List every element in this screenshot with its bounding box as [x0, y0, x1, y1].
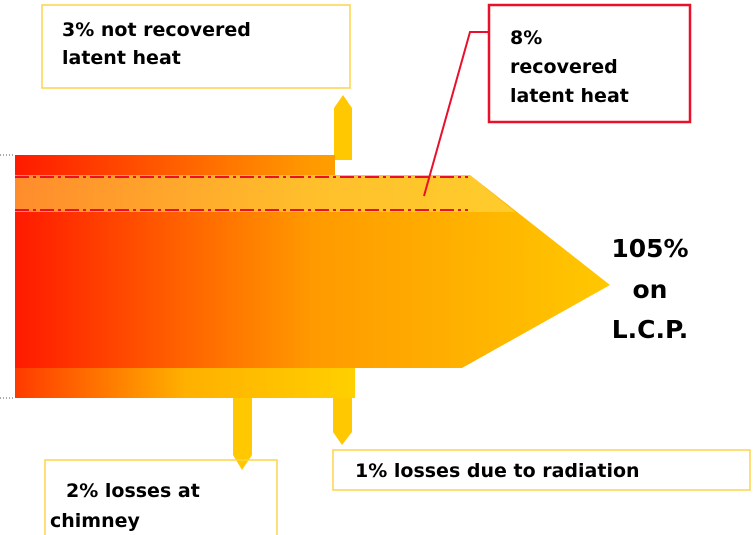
callout-line [423, 31, 490, 197]
output-label: 105% [611, 234, 688, 263]
label: chimney [50, 510, 141, 532]
label: 3% not recovered [62, 19, 251, 41]
box-not-recovered [41, 4, 351, 89]
down-arrow-chimney [233, 390, 252, 470]
label: 8% [510, 27, 542, 49]
output-label: on [633, 275, 668, 304]
label: recovered [510, 56, 618, 78]
box-radiation [332, 449, 751, 491]
up-arrow [334, 95, 352, 160]
label: latent heat [62, 47, 181, 69]
lower-band [15, 368, 355, 398]
upper-band-shade [15, 175, 515, 212]
dotted-guides [0, 154, 15, 399]
box-recovered [487, 3, 692, 124]
box-chimney [44, 459, 278, 535]
label: 1% losses due to radiation [355, 460, 640, 482]
label: 2% losses at [66, 480, 200, 502]
label: latent heat [510, 85, 629, 107]
output-label: L.C.P. [612, 315, 689, 344]
down-arrow-radiation [333, 390, 352, 445]
